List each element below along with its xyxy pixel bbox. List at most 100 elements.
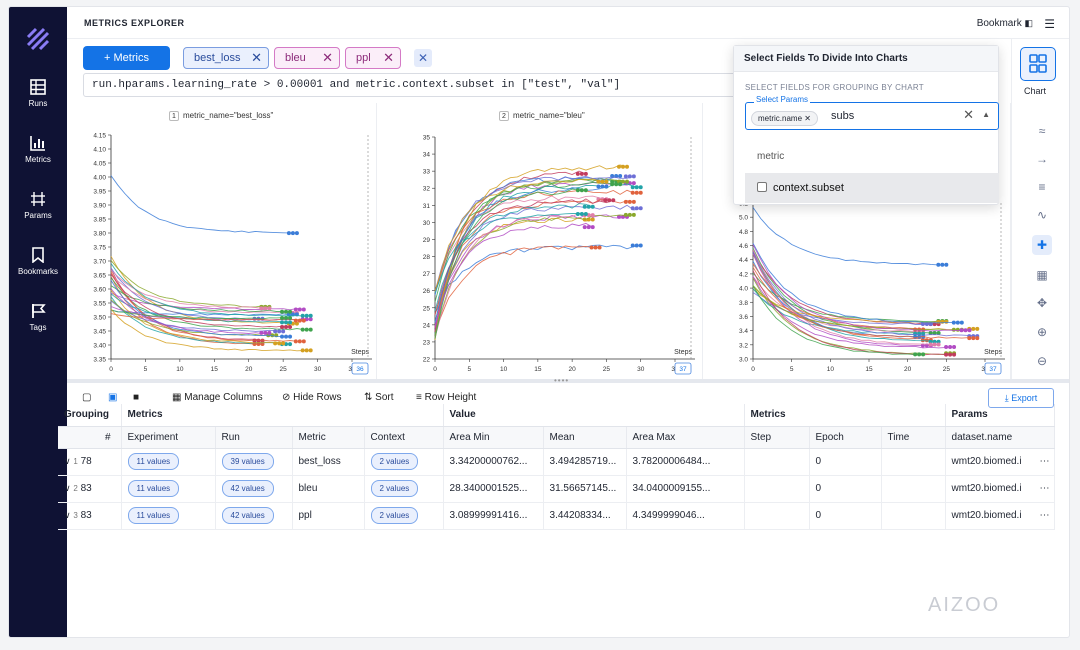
- step-cell: [744, 475, 810, 503]
- context-cell: 2 values: [364, 475, 444, 503]
- series-end-point: [259, 306, 264, 311]
- table-view-half-icon[interactable]: ▣: [108, 392, 118, 403]
- chart-panel-bleu[interactable]: 2 metric_name="bleu" 35 34 33 32 31 30 29 28 27 26…: [377, 103, 703, 379]
- column-header[interactable]: Area Max: [626, 426, 745, 449]
- option-metric[interactable]: metric: [757, 151, 785, 162]
- series-end-point: [583, 171, 588, 176]
- y-tick-label: 32: [423, 186, 431, 193]
- clear-icon[interactable]: ✕: [963, 107, 974, 122]
- more-icon[interactable]: ⋯: [1039, 483, 1050, 494]
- y-tick-label: 4.8: [739, 229, 748, 236]
- chart-panel-ppl[interactable]: 5.25.04.84.64.44.24.03.83.63.43.23.00510…: [703, 103, 1011, 379]
- option-context-subset[interactable]: context.subset: [745, 173, 999, 203]
- zoom-out-icon[interactable]: ⊖: [1036, 354, 1048, 368]
- sidebar-label: Params: [24, 211, 52, 220]
- series-end-point: [280, 320, 285, 325]
- column-header[interactable]: #: [58, 426, 122, 449]
- more-icon[interactable]: ⋯: [1039, 510, 1050, 521]
- axes-scale-icon[interactable]: →: [1036, 152, 1048, 166]
- move-icon[interactable]: ✥: [1036, 296, 1048, 310]
- sort-button[interactable]: ⇅ Sort: [364, 392, 394, 403]
- aim-logo[interactable]: [9, 27, 67, 51]
- table-view-full-icon[interactable]: ■: [133, 392, 140, 403]
- table-row[interactable]: ∨ 3 83 11 values 42 values ppl 2 values 3.089…: [58, 502, 1055, 530]
- drag-handle-icon[interactable]: ••••: [554, 376, 570, 385]
- selected-param-chip[interactable]: metric.name ✕: [751, 111, 818, 126]
- column-header[interactable]: Mean: [543, 426, 627, 449]
- column-header[interactable]: Experiment: [121, 426, 216, 449]
- table-row[interactable]: ∨ 1 78 11 values 39 values best_loss 2 value…: [58, 448, 1055, 476]
- column-header[interactable]: Area Min: [443, 426, 544, 449]
- add-metrics-button[interactable]: + Metrics: [83, 46, 170, 70]
- column-header[interactable]: Metric: [292, 426, 365, 449]
- metric-chip[interactable]: bleu ✕: [274, 47, 340, 69]
- run-values-badge[interactable]: 42 values: [221, 507, 274, 524]
- sidebar-item-params[interactable]: Params: [9, 191, 67, 220]
- chevron-down-icon[interactable]: ∨: [64, 456, 71, 466]
- clear-all-icon[interactable]: ✕: [414, 49, 432, 67]
- select-params-field[interactable]: Select Params metric.name ✕ subs ✕ ▲: [745, 95, 999, 130]
- run-values-badge[interactable]: 39 values: [221, 453, 274, 470]
- run-values-badge[interactable]: 42 values: [221, 480, 274, 497]
- column-header[interactable]: Step: [744, 426, 810, 449]
- series-end-point: [304, 327, 309, 332]
- x-tick-label: 5: [790, 366, 794, 373]
- bookmark-button[interactable]: Bookmark ◧: [977, 18, 1033, 29]
- close-icon[interactable]: ✕: [251, 50, 262, 65]
- chart-panel-best-loss[interactable]: 1 metric_name="best_loss" 4.15 4.10 4.05 4.0…: [67, 103, 377, 379]
- chevron-up-icon[interactable]: ▲: [982, 110, 990, 119]
- context-values-badge[interactable]: 2 values: [370, 507, 419, 524]
- experiment-values-badge[interactable]: 11 values: [127, 480, 180, 497]
- chevron-down-icon[interactable]: ∨: [64, 510, 71, 520]
- close-icon[interactable]: ✕: [322, 50, 333, 65]
- resize-divider[interactable]: [67, 379, 1069, 383]
- highlight-mode-icon[interactable]: ✚: [1032, 235, 1052, 255]
- more-icon[interactable]: ⋯: [1039, 456, 1050, 467]
- sidebar-item-runs[interactable]: Runs: [9, 79, 67, 108]
- hide-rows-button[interactable]: ⊘ Hide Rows: [282, 392, 342, 403]
- aggregation-icon[interactable]: ≡: [1038, 180, 1046, 194]
- close-icon[interactable]: ✕: [383, 50, 394, 65]
- sidebar-item-tags[interactable]: Tags: [9, 303, 67, 332]
- table-view-compact-icon[interactable]: ▢: [82, 392, 92, 403]
- query-input[interactable]: run.hparams.learning_rate > 0.00001 and …: [83, 73, 743, 97]
- table-row[interactable]: ∨ 2 83 11 values 42 values bleu 2 values 28.3…: [58, 475, 1055, 503]
- smoothing-icon[interactable]: ∿: [1036, 208, 1048, 222]
- checkbox[interactable]: [757, 182, 767, 192]
- series-end-point: [288, 320, 293, 325]
- column-header[interactable]: Epoch: [809, 426, 882, 449]
- series-end-point: [288, 325, 293, 330]
- zoom-in-icon[interactable]: ⊕: [1036, 325, 1048, 339]
- y-tick-label: 4.2: [739, 271, 748, 278]
- context-values-badge[interactable]: 2 values: [370, 453, 419, 470]
- column-header[interactable]: Time: [881, 426, 946, 449]
- metric-chip[interactable]: best_loss ✕: [183, 47, 269, 69]
- column-header[interactable]: Run: [215, 426, 293, 449]
- tooltip-icon[interactable]: ▦: [1036, 268, 1048, 282]
- param-search-input[interactable]: subs: [831, 110, 855, 122]
- experiment-values-badge[interactable]: 11 values: [127, 507, 180, 524]
- series-end-point: [932, 330, 937, 335]
- sidebar-item-metrics[interactable]: Metrics: [9, 135, 67, 164]
- row-height-button[interactable]: ≡ Row Height: [416, 392, 476, 403]
- chart-grouping-button[interactable]: [1020, 47, 1056, 81]
- experiment-values-badge[interactable]: 11 values: [127, 453, 180, 470]
- manage-columns-button[interactable]: ▦ Manage Columns: [172, 392, 263, 403]
- sidebar-item-bookmarks[interactable]: Bookmarks: [9, 247, 67, 276]
- metric-chip[interactable]: ppl ✕: [345, 47, 401, 69]
- menu-icon[interactable]: ☰: [1044, 17, 1055, 31]
- series-end-point: [631, 181, 636, 186]
- chevron-down-icon[interactable]: ∨: [64, 483, 71, 493]
- chart-title-text: metric_name="bleu": [513, 111, 585, 120]
- close-icon[interactable]: ✕: [804, 114, 811, 123]
- chart-title-text: metric_name="best_loss": [183, 111, 274, 120]
- dataset-cell: wmt20.biomed.i ⋯: [945, 502, 1055, 530]
- chart-svg: 4.15 4.10 4.05 4.00 3.95 3.90 3.85 3.80 3.75 3.70…: [93, 133, 372, 375]
- series-end-point: [610, 182, 615, 187]
- ignore-outliers-icon[interactable]: ≈: [1038, 124, 1046, 138]
- column-header[interactable]: Context: [364, 426, 444, 449]
- column-header[interactable]: dataset.name: [945, 426, 1055, 449]
- manage-columns-label: Manage Columns: [184, 392, 263, 403]
- sidebar: Runs Metrics Params Bookmarks Tags: [9, 7, 67, 637]
- context-values-badge[interactable]: 2 values: [370, 480, 419, 497]
